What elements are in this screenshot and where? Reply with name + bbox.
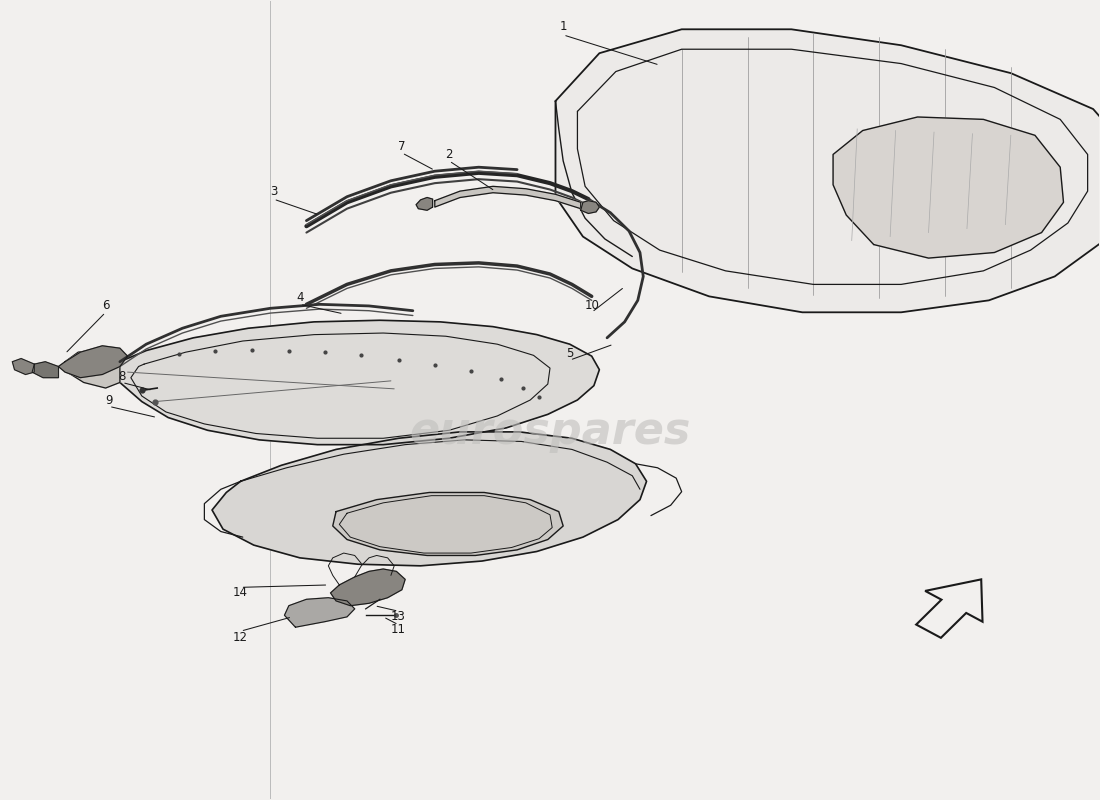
Text: 4: 4 [296, 291, 304, 305]
Polygon shape [581, 201, 600, 214]
Polygon shape [212, 432, 647, 566]
Text: 1: 1 [560, 21, 566, 34]
Polygon shape [434, 186, 581, 209]
Polygon shape [556, 30, 1100, 312]
Text: 13: 13 [392, 610, 406, 623]
Polygon shape [65, 350, 120, 388]
Text: 10: 10 [584, 299, 600, 313]
Polygon shape [833, 117, 1064, 258]
Text: 14: 14 [233, 586, 249, 599]
Polygon shape [12, 358, 34, 374]
Text: eurospares: eurospares [409, 410, 691, 454]
Polygon shape [58, 346, 128, 378]
Polygon shape [113, 320, 600, 445]
Polygon shape [331, 569, 405, 606]
Polygon shape [416, 198, 432, 210]
Text: 6: 6 [102, 299, 109, 313]
Text: 12: 12 [233, 631, 249, 644]
Text: 8: 8 [119, 370, 125, 382]
Text: 3: 3 [270, 185, 277, 198]
Polygon shape [332, 493, 563, 555]
FancyArrow shape [916, 579, 982, 638]
Polygon shape [285, 598, 354, 627]
Text: 7: 7 [398, 140, 406, 153]
Text: 9: 9 [106, 394, 112, 406]
Text: 5: 5 [566, 347, 573, 360]
Text: 2: 2 [446, 148, 453, 161]
Text: 11: 11 [392, 623, 406, 636]
Polygon shape [32, 362, 58, 378]
